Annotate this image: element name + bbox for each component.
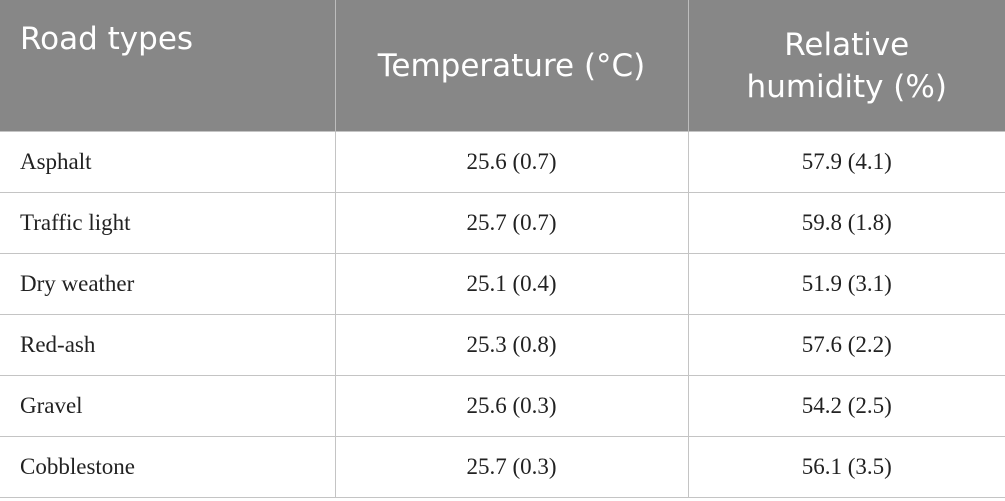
table-cell: 25.7 (0.3) — [334, 436, 689, 498]
table-cell: 25.7 (0.7) — [334, 192, 689, 254]
table-cell: Asphalt — [0, 131, 336, 193]
table-row: Dry weather 25.1 (0.4) 51.9 (3.1) — [0, 253, 1005, 315]
table-cell: Traffic light — [0, 192, 336, 254]
table-cell: 57.9 (4.1) — [687, 131, 1005, 193]
table-cell: 25.3 (0.8) — [334, 314, 689, 376]
table-row: Asphalt 25.6 (0.7) 57.9 (4.1) — [0, 131, 1005, 193]
header-cell: Relative humidity (%) — [688, 0, 1005, 132]
table-cell: Gravel — [0, 375, 336, 437]
table-cell: 57.6 (2.2) — [687, 314, 1005, 376]
header-row: Road types Temperature (°C) Relative humid… — [0, 0, 1005, 132]
table-row: Red-ash 25.3 (0.8) 57.6 (2.2) — [0, 314, 1005, 376]
table-cell: 25.1 (0.4) — [334, 253, 689, 315]
table-cell: 54.2 (2.5) — [687, 375, 1005, 437]
table-cell: 25.6 (0.3) — [334, 375, 689, 437]
table-cell: Dry weather — [0, 253, 336, 315]
header-cell: Temperature (°C) — [335, 0, 689, 132]
header-cell: Road types — [0, 0, 336, 132]
table-row: Cobblestone 25.7 (0.3) 56.1 (3.5) — [0, 436, 1005, 498]
table-cell: 25.6 (0.7) — [334, 131, 689, 193]
table-cell: 51.9 (3.1) — [687, 253, 1005, 315]
table-row: Traffic light 25.7 (0.7) 59.8 (1.8) — [0, 192, 1005, 254]
table-cell: Cobblestone — [0, 436, 336, 498]
table-cell: 59.8 (1.8) — [687, 192, 1005, 254]
table-cell: 56.1 (3.5) — [687, 436, 1005, 498]
table-row: Gravel 25.6 (0.3) 54.2 (2.5) — [0, 375, 1005, 437]
table-cell: Red-ash — [0, 314, 336, 376]
